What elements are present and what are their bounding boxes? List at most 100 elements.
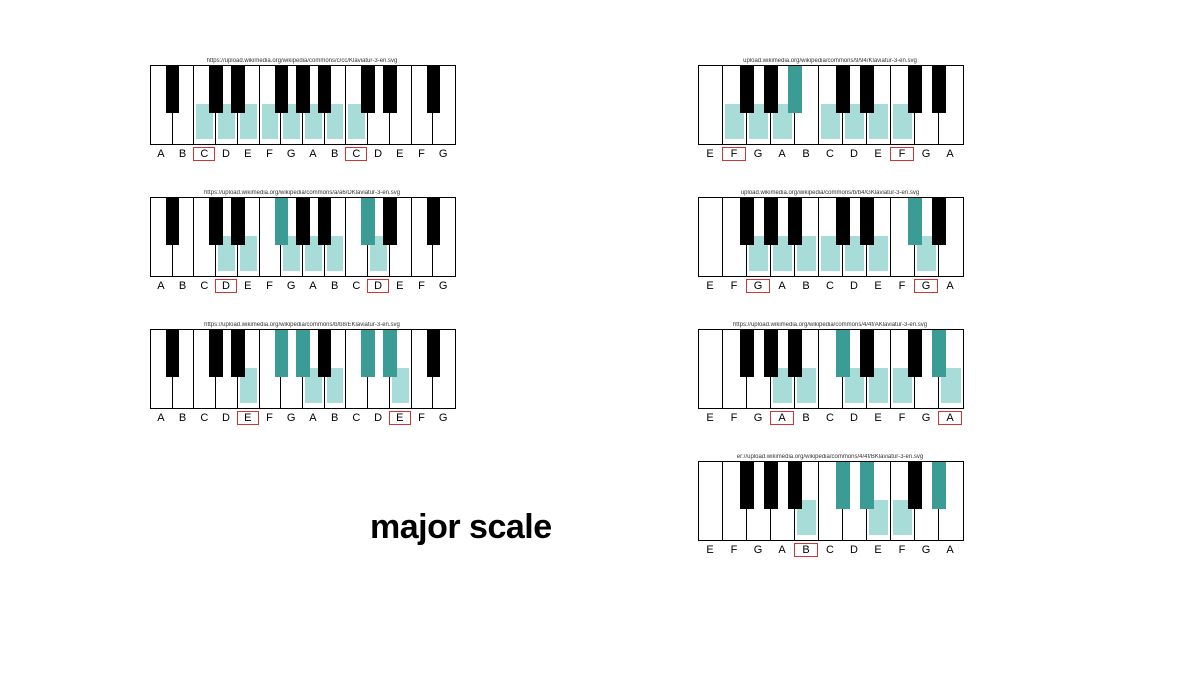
keyboard-caption: https://upload.wikimedia.org/wikipedia/c…	[150, 190, 454, 196]
black-key	[836, 330, 851, 377]
black-key	[427, 330, 440, 377]
black-key	[740, 462, 755, 509]
white-key	[699, 330, 723, 408]
key-label: G	[280, 147, 302, 161]
key-label: F	[890, 543, 914, 557]
key-label: E	[237, 411, 259, 425]
black-key	[836, 66, 851, 113]
black-key	[860, 462, 875, 509]
key-label: F	[722, 147, 746, 161]
black-key	[764, 330, 779, 377]
black-key	[275, 330, 288, 377]
black-key	[231, 198, 244, 245]
black-key	[166, 66, 179, 113]
black-key	[296, 330, 309, 377]
key-label: E	[389, 279, 411, 293]
keyboard-body	[698, 197, 964, 277]
keyboard-body	[150, 65, 456, 145]
key-label: D	[842, 543, 866, 557]
key-label: B	[172, 411, 194, 425]
black-key	[764, 198, 779, 245]
key-label: F	[890, 411, 914, 425]
key-label: B	[324, 147, 346, 161]
key-label: B	[794, 411, 818, 425]
keyboard-C: https://upload.wikimedia.org/wikipedia/c…	[150, 58, 454, 161]
black-key	[296, 198, 309, 245]
black-key	[836, 462, 851, 509]
key-label: D	[215, 411, 237, 425]
key-label: F	[722, 411, 746, 425]
key-label: G	[914, 147, 938, 161]
key-label: A	[302, 147, 324, 161]
key-label: B	[172, 279, 194, 293]
key-label: E	[389, 411, 411, 425]
keyboard-B: er://upload.wikimedia.org/wikipedia/comm…	[698, 454, 962, 557]
keyboard-caption: https://upload.wikimedia.org/wikipedia/c…	[150, 322, 454, 328]
key-label: F	[722, 543, 746, 557]
key-label: D	[842, 147, 866, 161]
black-key	[383, 66, 396, 113]
black-key	[383, 330, 396, 377]
black-key	[275, 198, 288, 245]
key-label: A	[938, 147, 962, 161]
black-key	[764, 462, 779, 509]
black-key	[361, 330, 374, 377]
black-key	[296, 66, 309, 113]
black-key	[860, 198, 875, 245]
keyboard-caption: er://upload.wikimedia.org/wikipedia/comm…	[698, 454, 962, 460]
key-label: G	[746, 543, 770, 557]
white-key	[699, 198, 723, 276]
key-label: F	[259, 411, 281, 425]
black-key	[740, 198, 755, 245]
key-label: G	[914, 279, 938, 293]
key-label: A	[302, 411, 324, 425]
page-title: major scale	[370, 508, 552, 547]
black-key	[788, 198, 803, 245]
key-label: F	[411, 279, 433, 293]
keyboard-body	[150, 197, 456, 277]
black-key	[166, 198, 179, 245]
key-labels: ABCDEFGABCDEFG	[150, 411, 454, 425]
key-label: C	[818, 543, 842, 557]
key-label: G	[432, 279, 454, 293]
key-label: C	[345, 279, 367, 293]
black-key	[318, 330, 331, 377]
key-label: C	[818, 147, 842, 161]
key-labels: ABCDEFGABCDEFG	[150, 147, 454, 161]
keyboard-body	[698, 461, 964, 541]
black-key	[764, 66, 779, 113]
key-label: G	[746, 411, 770, 425]
white-key	[699, 66, 723, 144]
key-label: D	[215, 279, 237, 293]
key-label: A	[770, 279, 794, 293]
key-label: C	[818, 411, 842, 425]
key-label: G	[746, 279, 770, 293]
black-key	[361, 66, 374, 113]
key-label: D	[367, 411, 389, 425]
keyboard-D: https://upload.wikimedia.org/wikipedia/c…	[150, 190, 454, 293]
key-label: D	[367, 279, 389, 293]
black-key	[318, 66, 331, 113]
key-label: A	[770, 147, 794, 161]
key-label: E	[698, 411, 722, 425]
black-key	[383, 198, 396, 245]
key-label: A	[150, 411, 172, 425]
key-label: G	[432, 147, 454, 161]
black-key	[836, 198, 851, 245]
black-key	[318, 198, 331, 245]
keyboard-caption: upload.wikimedia.org/wikipedia/commons/9…	[698, 58, 962, 64]
key-label: B	[324, 411, 346, 425]
key-label: C	[193, 279, 215, 293]
black-key	[932, 66, 947, 113]
key-label: F	[890, 279, 914, 293]
black-key	[932, 330, 947, 377]
key-label: F	[411, 411, 433, 425]
black-key	[908, 462, 923, 509]
black-key	[231, 330, 244, 377]
key-label: G	[914, 411, 938, 425]
black-key	[427, 66, 440, 113]
key-label: G	[280, 279, 302, 293]
key-label: C	[193, 411, 215, 425]
black-key	[275, 66, 288, 113]
key-label: A	[150, 147, 172, 161]
